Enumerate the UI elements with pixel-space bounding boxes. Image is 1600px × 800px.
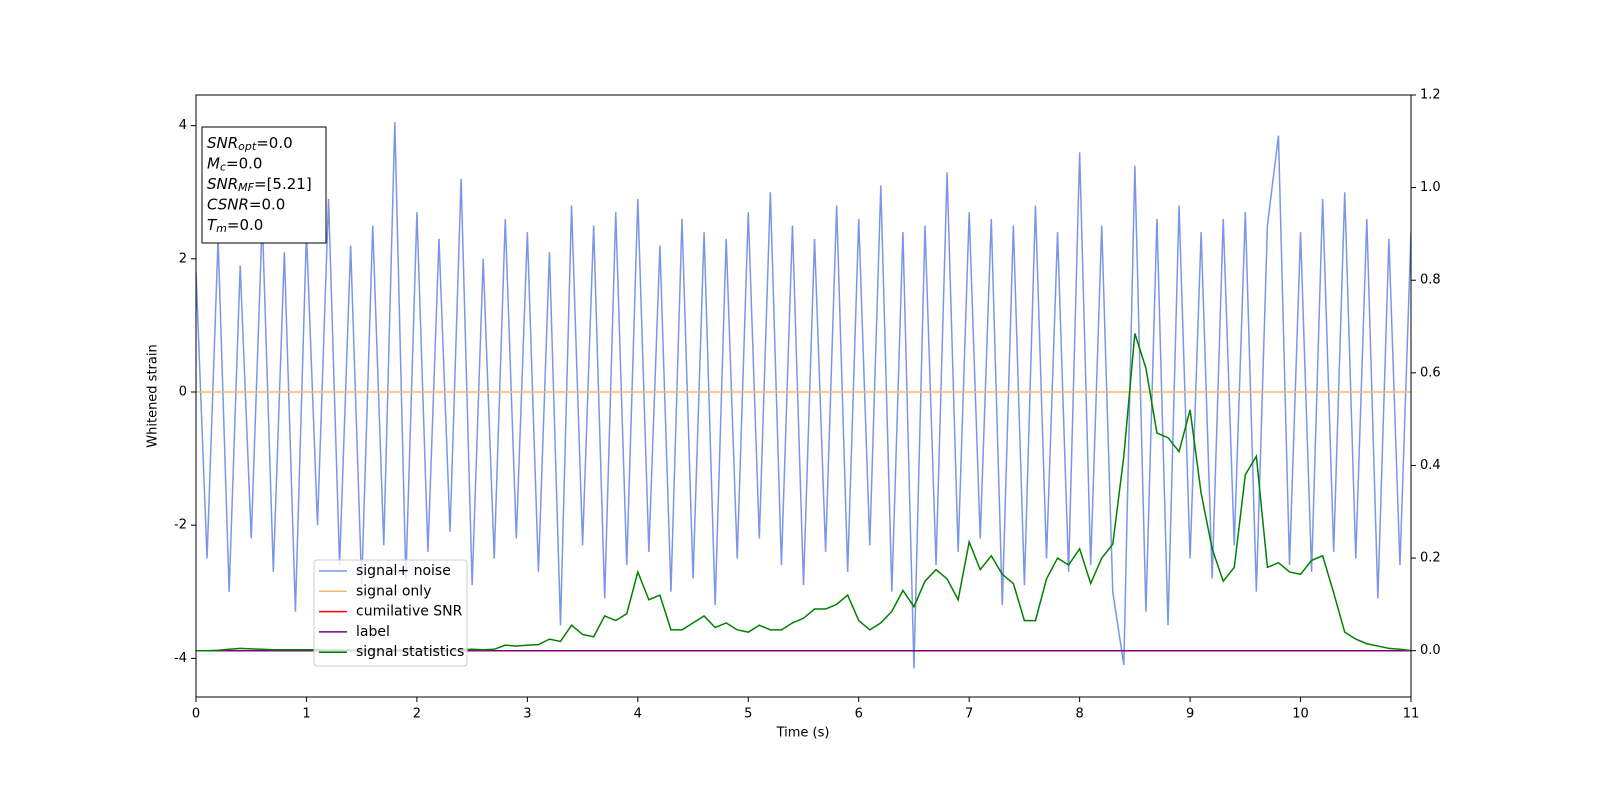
annotation-value: =0.0 — [249, 195, 285, 213]
annotation-base: M — [207, 154, 220, 172]
y2-tick-label: 0.6 — [1420, 365, 1441, 380]
annotation-value: =0.0 — [226, 154, 262, 172]
y-tick-label: 4 — [179, 118, 187, 133]
x-tick-label: 0 — [192, 707, 200, 722]
annotation: SNRopt=0.0 — [207, 134, 293, 154]
x-tick-label: 1 — [302, 707, 310, 722]
annotation-sub: c — [220, 161, 226, 174]
x-tick-label: 3 — [523, 707, 531, 722]
y2-tick-label: 0.8 — [1420, 273, 1441, 288]
y-tick-label: -4 — [174, 651, 187, 666]
legend-label: signal+ noise — [356, 563, 451, 579]
x-tick-label: 10 — [1292, 707, 1309, 722]
x-tick-label: 6 — [855, 707, 863, 722]
x-tick-label: 2 — [413, 707, 421, 722]
annotation-base: T — [207, 216, 218, 234]
x-tick-label: 8 — [1075, 707, 1083, 722]
y2-tick-label: 0.2 — [1420, 551, 1441, 566]
y-axis-label: Whitened strain — [146, 344, 161, 447]
annotation: Mc=0.0 — [207, 154, 262, 174]
legend-label: cumilative SNR — [356, 604, 463, 620]
y2-tick-label: 0.0 — [1420, 643, 1441, 658]
series-line — [196, 122, 1411, 669]
legend-label: signal statistics — [356, 644, 464, 660]
annotation-sub: MF — [238, 181, 254, 194]
y-tick-label: 0 — [179, 385, 187, 400]
annotation: SNRMF=[5.21] — [207, 175, 312, 195]
annotation-base: CSNR — [207, 195, 249, 213]
annotation-value: =[5.21] — [254, 175, 312, 193]
y2-tick-label: 0.4 — [1420, 458, 1441, 473]
annotation-base: SNR — [207, 134, 238, 152]
x-tick-label: 11 — [1403, 707, 1420, 722]
y-tick-label: 2 — [179, 251, 187, 266]
x-tick-label: 9 — [1186, 707, 1194, 722]
annotation-box — [201, 126, 327, 244]
y-tick-label: -2 — [174, 518, 187, 533]
annotation-sub: opt — [238, 140, 257, 153]
x-tick-label: 7 — [965, 707, 973, 722]
y2-tick-label: 1.0 — [1420, 180, 1441, 195]
annotation-value: =0.0 — [256, 134, 292, 152]
x-axis-label: Time (s) — [776, 726, 830, 741]
annotation-base: SNR — [207, 175, 238, 193]
y2-tick-label: 1.2 — [1420, 88, 1441, 103]
legend-label: signal only — [356, 583, 431, 599]
annotation-value: =0.0 — [227, 216, 263, 234]
x-tick-label: 5 — [744, 707, 752, 722]
plot-frame — [195, 94, 1412, 698]
legend-label: label — [356, 624, 390, 640]
legend-box — [313, 559, 468, 667]
annotation-sub: m — [216, 222, 227, 235]
annotation: CSNR=0.0 — [207, 195, 285, 213]
x-tick-label: 4 — [634, 707, 642, 722]
annotation: Tm=0.0 — [207, 216, 263, 236]
